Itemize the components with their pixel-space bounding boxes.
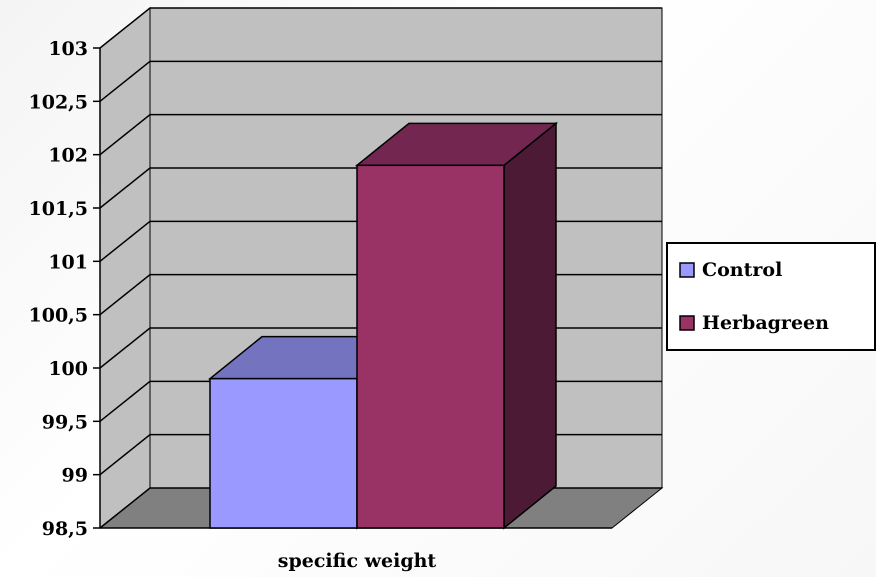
y-tick-label: 102: [48, 145, 88, 167]
y-tick-label: 102,5: [29, 91, 89, 113]
legend: Control Herbagreen: [666, 242, 876, 351]
y-tick-label: 98,5: [42, 518, 88, 540]
legend-label-control: Control: [702, 259, 782, 281]
y-tick-label: 101,5: [29, 198, 89, 220]
y-tick-label: 103: [48, 38, 88, 60]
gridline: [99, 7, 662, 49]
gridline: [99, 113, 662, 156]
bar-herbagreen: [354, 121, 559, 530]
bar-side-face: [503, 121, 557, 530]
y-tick-label: 101: [48, 251, 88, 273]
y-tick-label: 99: [62, 465, 88, 487]
x-category-label: specific weight: [278, 550, 437, 572]
legend-swatch-control: [679, 262, 695, 278]
bar-front-face: [209, 377, 358, 529]
y-tick-labels: 98,5 99 99,5 100 100,5 101 101,5 102 102,5 103: [29, 38, 89, 540]
legend-swatch-herbagreen: [679, 315, 695, 331]
y-tick-label: 100: [48, 358, 88, 380]
bar-front-face: [356, 164, 505, 529]
legend-box: [666, 242, 876, 351]
bars: [207, 121, 559, 530]
gridline: [99, 60, 662, 102]
y-tick-label: 99,5: [42, 411, 88, 433]
y-tick-label: 100,5: [29, 305, 89, 327]
legend-label-herbagreen: Herbagreen: [702, 312, 829, 334]
side-wall: [99, 6, 151, 530]
